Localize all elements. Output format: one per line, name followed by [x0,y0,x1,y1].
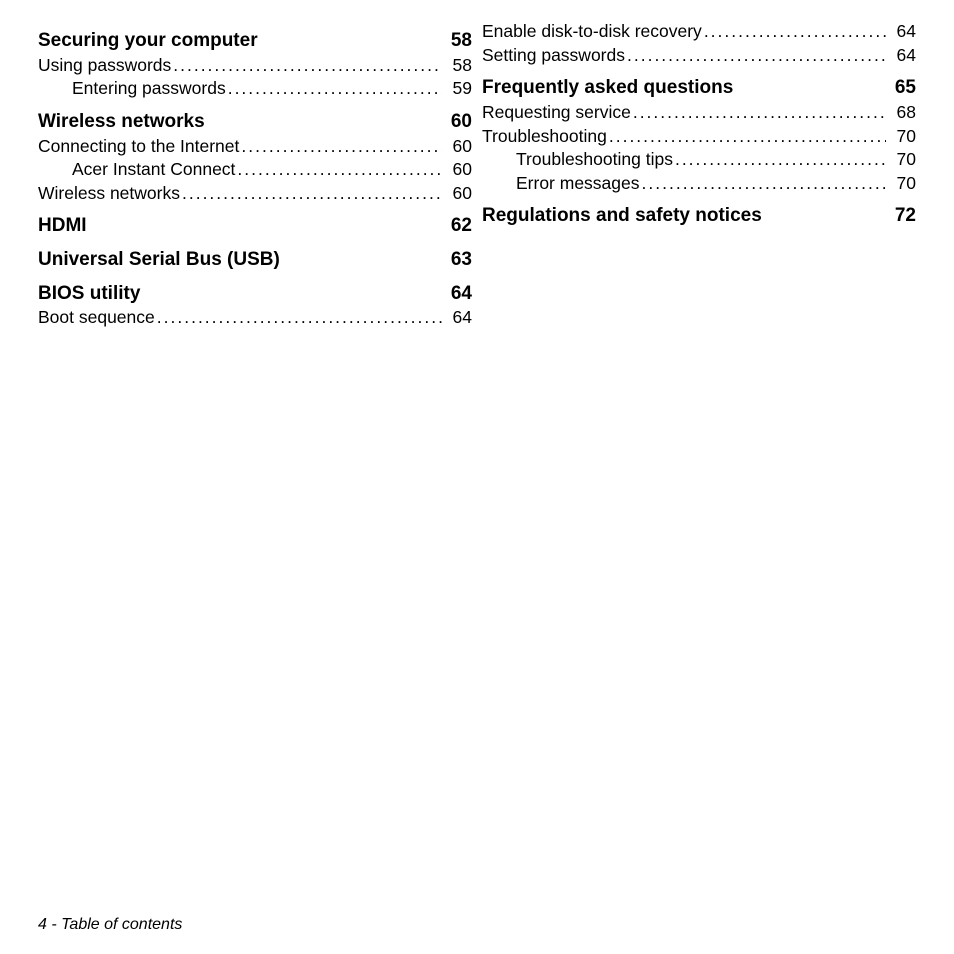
toc-entry-page: 70 [888,148,916,172]
toc-heading[interactable]: Universal Serial Bus (USB) 63 [38,247,472,273]
toc-leader-dots [228,80,442,101]
toc-columns: Securing your computer 58 Using passwords 5… [38,20,916,330]
toc-column-left: Securing your computer 58 Using passwords 5… [38,20,472,330]
toc-heading-page: 60 [444,109,472,135]
toc-entry-label: Troubleshooting tips [516,148,673,172]
toc-heading-page: 64 [444,281,472,307]
toc-entry[interactable]: Error messages 70 [482,172,916,196]
toc-entry[interactable]: Boot sequence 64 [38,306,472,330]
toc-entry-page: 70 [888,172,916,196]
toc-page: Securing your computer 58 Using passwords 5… [38,20,916,934]
toc-entry[interactable]: Setting passwords 64 [482,44,916,68]
toc-entry[interactable]: Acer Instant Connect 60 [38,158,472,182]
toc-heading[interactable]: BIOS utility 64 [38,281,472,307]
toc-heading-page: 63 [444,247,472,273]
toc-entry[interactable]: Requesting service 68 [482,101,916,125]
toc-entry[interactable]: Connecting to the Internet 60 [38,135,472,159]
toc-entry-label: Boot sequence [38,306,155,330]
toc-entry-page: 59 [444,77,472,101]
toc-leader-dots [627,46,886,67]
toc-entry-page: 58 [444,54,472,78]
toc-heading-label: Frequently asked questions [482,75,733,101]
toc-leader-dots [157,309,442,330]
toc-entry-page: 68 [888,101,916,125]
toc-entry-page: 60 [444,158,472,182]
toc-entry-label: Enable disk-to-disk recovery [482,20,702,44]
toc-column-right: Enable disk-to-disk recovery64Setting pa… [482,20,916,330]
toc-entry-page: 64 [888,44,916,68]
toc-entry[interactable]: Using passwords 58 [38,54,472,78]
toc-entry-label: Troubleshooting [482,125,607,149]
toc-entry-label: Acer Instant Connect [72,158,235,182]
toc-entry-page: 64 [888,20,916,44]
toc-entry-page: 70 [888,125,916,149]
toc-entry-label: Requesting service [482,101,631,125]
toc-heading-label: Securing your computer [38,28,258,54]
page-footer: 4 - Table of contents [38,916,182,934]
toc-heading-page: 72 [888,203,916,229]
toc-leader-dots [173,56,442,77]
toc-entry-label: Connecting to the Internet [38,135,239,159]
toc-heading[interactable]: Wireless networks 60 [38,109,472,135]
toc-heading-page: 62 [444,213,472,239]
toc-leader-dots [642,174,886,195]
toc-heading-label: BIOS utility [38,281,140,307]
toc-leader-dots [237,161,442,182]
toc-entry-page: 60 [444,182,472,206]
toc-heading-page: 58 [444,28,472,54]
toc-heading[interactable]: Frequently asked questions 65 [482,75,916,101]
toc-heading-label: HDMI [38,213,87,239]
toc-leader-dots [609,127,886,148]
toc-leader-dots [241,137,442,158]
toc-entry-label: Wireless networks [38,182,180,206]
toc-entry-page: 64 [444,306,472,330]
toc-heading-label: Universal Serial Bus (USB) [38,247,280,273]
toc-heading[interactable]: HDMI 62 [38,213,472,239]
toc-entry-label: Setting passwords [482,44,625,68]
toc-entry[interactable]: Troubleshooting 70 [482,125,916,149]
toc-entry-page: 60 [444,135,472,159]
toc-heading[interactable]: Securing your computer 58 [38,28,472,54]
toc-entry[interactable]: Wireless networks 60 [38,182,472,206]
toc-entry-label: Using passwords [38,54,171,78]
toc-leader-dots [704,23,886,44]
toc-entry-label: Error messages [516,172,640,196]
toc-leader-dots [675,151,886,172]
toc-heading-page: 65 [888,75,916,101]
toc-leader-dots [633,104,886,125]
toc-entry[interactable]: Entering passwords 59 [38,77,472,101]
toc-heading[interactable]: Regulations and safety notices 72 [482,203,916,229]
toc-entry-label: Entering passwords [72,77,226,101]
toc-entry[interactable]: Enable disk-to-disk recovery 64 [482,20,916,44]
toc-entry[interactable]: Troubleshooting tips 70 [482,148,916,172]
toc-heading-label: Regulations and safety notices [482,203,762,229]
toc-heading-label: Wireless networks [38,109,205,135]
toc-leader-dots [182,184,442,205]
